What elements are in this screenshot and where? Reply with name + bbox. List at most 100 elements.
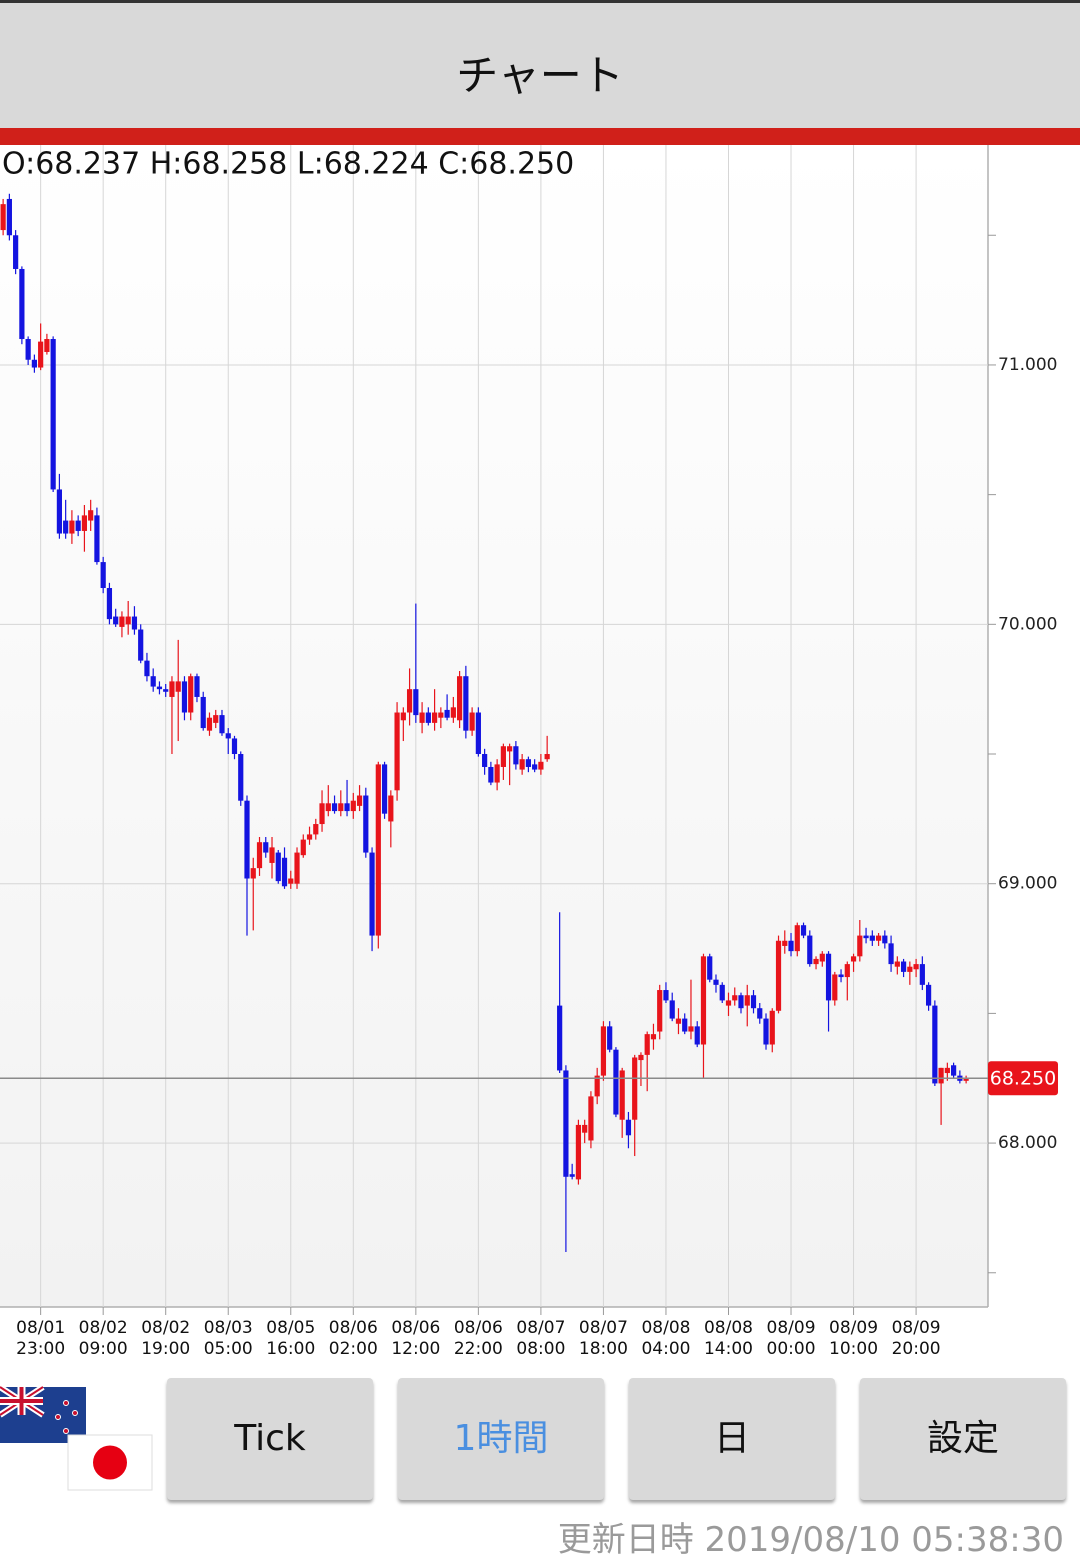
x-tick-label: 08/07 18:00 (578, 1318, 628, 1359)
candle-body (431, 712, 438, 723)
candle-body (963, 1078, 969, 1081)
candle-body (381, 764, 388, 814)
candle-body (732, 995, 738, 1001)
header: チャート (0, 0, 1080, 128)
update-time: 更新日時 2019/08/10 05:38:30 (558, 1512, 1064, 1561)
candle-body (106, 588, 113, 620)
candle-body (469, 712, 475, 731)
candle-body (457, 676, 463, 721)
candle-body (44, 339, 50, 352)
candle-body (450, 707, 456, 718)
period-button[interactable]: Tick (167, 1378, 373, 1500)
candle-body (250, 868, 256, 879)
candle-body (281, 857, 288, 887)
candle-body (700, 956, 707, 1045)
x-tick-label: 08/03 05:00 (203, 1318, 253, 1359)
candle-body (350, 800, 356, 812)
candle-body (363, 795, 369, 853)
candle-body (925, 984, 932, 1006)
candle-body (594, 1075, 600, 1097)
candle-body (375, 764, 381, 936)
candle-body (100, 562, 106, 589)
candle-body (369, 852, 375, 936)
candle-body (406, 689, 413, 713)
candle-body (356, 795, 363, 806)
candle-body (850, 956, 857, 962)
candle-body (719, 984, 725, 1001)
period-button[interactable]: 1時間 (398, 1378, 604, 1500)
candle-body (857, 935, 863, 957)
y-tick-label: 69.000 (998, 874, 1057, 894)
last-price-label: 68.250 (990, 1068, 1056, 1090)
candle-body (475, 712, 481, 755)
x-tick-label: 08/07 08:00 (516, 1318, 566, 1359)
period-button[interactable]: 日 (629, 1378, 835, 1500)
x-tick-label: 08/08 04:00 (641, 1318, 691, 1359)
candle-body (519, 759, 525, 770)
candle-body (744, 995, 750, 1006)
candle-body (344, 803, 350, 812)
candle-body (244, 800, 250, 879)
candle-body (838, 974, 844, 978)
candle-body (38, 341, 44, 368)
candle-body (607, 1026, 613, 1050)
candle-body (169, 681, 175, 697)
jpy-flag (67, 1434, 153, 1491)
x-tick-label: 08/01 23:00 (16, 1318, 66, 1359)
candle-body (300, 839, 306, 856)
candle-body (438, 712, 444, 718)
candle-body (400, 712, 406, 721)
candle-body (313, 824, 319, 835)
candle-body (0, 204, 6, 231)
candle-body (557, 1005, 563, 1071)
candle-body (669, 1000, 675, 1019)
candle-body (763, 1018, 769, 1045)
candle-body (532, 764, 538, 770)
candle-body (738, 995, 744, 1009)
x-tick-label: 08/06 12:00 (391, 1318, 441, 1359)
candle-body (338, 803, 344, 812)
screen-title: チャート (456, 51, 624, 100)
candle-body (425, 712, 431, 723)
candle-body (81, 515, 88, 531)
candle-body (113, 616, 119, 625)
candle-body (844, 964, 850, 978)
candle-body (713, 979, 719, 985)
candle-body (875, 935, 882, 941)
candle-body (194, 676, 200, 697)
candle-body (644, 1034, 650, 1055)
candle-body (50, 339, 56, 490)
candle-body (238, 754, 244, 801)
candle-body (863, 935, 869, 939)
candle-body (213, 715, 219, 723)
candle-body (88, 510, 94, 521)
candle-body (932, 1005, 938, 1084)
candle-body (163, 689, 169, 692)
candle-body (600, 1026, 607, 1076)
candle-body (807, 935, 813, 965)
candle-body (150, 676, 156, 687)
candle-body (869, 935, 875, 941)
candle-body (825, 953, 832, 1001)
candle-body (944, 1067, 950, 1074)
candle-body (175, 681, 181, 692)
candle-body (538, 761, 544, 770)
x-tick-label: 08/05 16:00 (266, 1318, 316, 1359)
candle-body (682, 1018, 688, 1032)
x-tick-label: 08/09 10:00 (829, 1318, 879, 1359)
period-button[interactable]: 設定 (860, 1378, 1066, 1500)
candle-body (413, 689, 419, 716)
candle-body (788, 940, 794, 952)
candle-body (800, 925, 807, 936)
candle-body (225, 733, 231, 739)
candle-body (650, 1034, 657, 1040)
candle-body (63, 520, 69, 534)
x-tick-label: 08/02 09:00 (78, 1318, 128, 1359)
candle-body (625, 1119, 632, 1136)
candle-body (69, 520, 75, 534)
candle-body (319, 803, 325, 825)
candle-body (707, 956, 713, 980)
ohlc-info: O:68.237 H:68.258 L:68.224 C:68.250 (2, 147, 574, 182)
candle-body (544, 754, 550, 760)
